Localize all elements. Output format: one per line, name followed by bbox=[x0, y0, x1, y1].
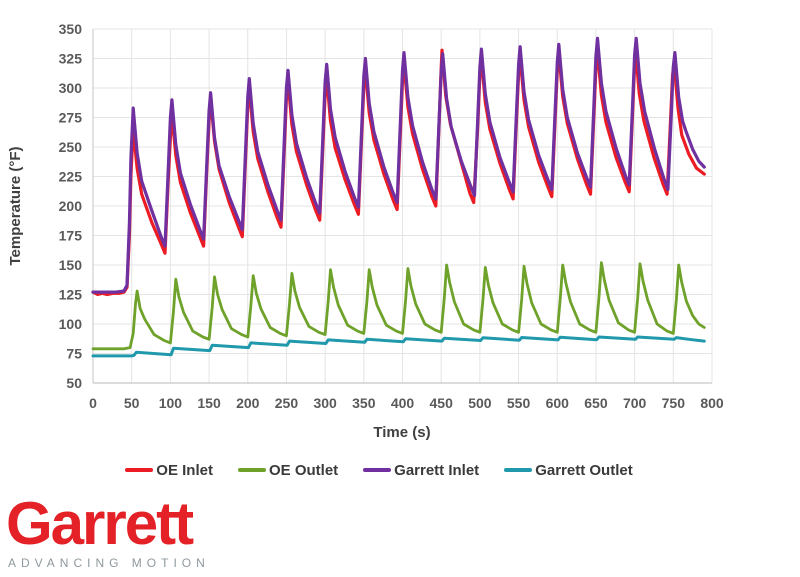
series-garrett-outlet bbox=[91, 335, 706, 358]
x-tick-label-550: 550 bbox=[507, 395, 531, 411]
legend-label-oe-outlet: OE Outlet bbox=[268, 461, 339, 479]
x-tick-label-350: 350 bbox=[352, 395, 376, 411]
garrett-logo-tagline: ADVANCING MOTION bbox=[8, 556, 210, 570]
x-axis-title: Time (s) bbox=[373, 424, 430, 441]
x-tick-label-750: 750 bbox=[662, 395, 686, 411]
chart-figure: 50 75 100 125 150 175 200 225 250 275 300 325 350 0 50… bbox=[7, 21, 724, 441]
x-tick-label-450: 450 bbox=[430, 395, 454, 411]
y-tick-label-100: 100 bbox=[59, 316, 83, 332]
legend-swatch-garrett-outlet bbox=[504, 468, 533, 472]
y-tick-label-325: 325 bbox=[59, 51, 83, 67]
legend-swatch-oe-inlet bbox=[125, 468, 154, 472]
x-tick-label-650: 650 bbox=[584, 395, 608, 411]
y-tick-label-275: 275 bbox=[59, 110, 83, 126]
x-tick-label-300: 300 bbox=[313, 395, 337, 411]
y-tick-label-225: 225 bbox=[59, 169, 83, 185]
y-tick-label-175: 175 bbox=[59, 228, 83, 244]
series-oe-outlet bbox=[91, 261, 706, 351]
legend-label-oe-inlet: OE Inlet bbox=[156, 461, 213, 479]
legend-swatch-oe-outlet bbox=[237, 468, 266, 472]
x-tick-label-100: 100 bbox=[159, 395, 183, 411]
y-tick-label-150: 150 bbox=[59, 257, 83, 273]
legend-swatch-garrett-inlet bbox=[363, 468, 392, 472]
legend-label-garrett-outlet: Garrett Outlet bbox=[535, 461, 633, 479]
x-tick-label-50: 50 bbox=[124, 395, 140, 411]
x-tick-label-150: 150 bbox=[197, 395, 221, 411]
y-tick-label-250: 250 bbox=[59, 139, 83, 155]
x-tick-label-250: 250 bbox=[275, 395, 299, 411]
y-axis-title: Temperature (°F) bbox=[7, 146, 24, 265]
garrett-logo-text: Garrett bbox=[6, 490, 194, 557]
y-tick-label-350: 350 bbox=[59, 21, 83, 37]
tick-labels-layer: 50 75 100 125 150 175 200 225 250 275 300 325 350 0 50… bbox=[59, 21, 724, 411]
x-tick-label-400: 400 bbox=[391, 395, 415, 411]
y-tick-label-75: 75 bbox=[66, 346, 82, 362]
legend-item-garrett-inlet: Garrett Inlet bbox=[363, 462, 479, 479]
chart-legend: OE Inlet OE Outlet Garrett Inlet Garrett… bbox=[0, 457, 758, 483]
garrett-logo: Garrett ADVANCING MOTION bbox=[6, 490, 210, 571]
x-tick-label-0: 0 bbox=[89, 395, 97, 411]
series-garrett-inlet bbox=[91, 36, 706, 294]
legend-item-garrett-outlet: Garrett Outlet bbox=[504, 462, 633, 479]
legend-item-oe-outlet: OE Outlet bbox=[237, 461, 339, 479]
x-tick-label-700: 700 bbox=[623, 395, 647, 411]
y-tick-label-200: 200 bbox=[59, 198, 83, 214]
y-tick-label-300: 300 bbox=[59, 80, 83, 96]
temperature-chart: 50 75 100 125 150 175 200 225 250 275 300 325 350 0 50… bbox=[7, 21, 724, 441]
x-tick-label-200: 200 bbox=[236, 395, 260, 411]
x-tick-label-600: 600 bbox=[546, 395, 570, 411]
x-tick-label-800: 800 bbox=[700, 395, 724, 411]
y-tick-label-125: 125 bbox=[59, 287, 83, 303]
legend-item-oe-inlet: OE Inlet bbox=[125, 462, 213, 479]
y-tick-label-50: 50 bbox=[66, 375, 82, 391]
legend-label-garrett-inlet: Garrett Inlet bbox=[394, 461, 480, 479]
series-layer bbox=[91, 36, 706, 358]
x-tick-label-500: 500 bbox=[468, 395, 492, 411]
